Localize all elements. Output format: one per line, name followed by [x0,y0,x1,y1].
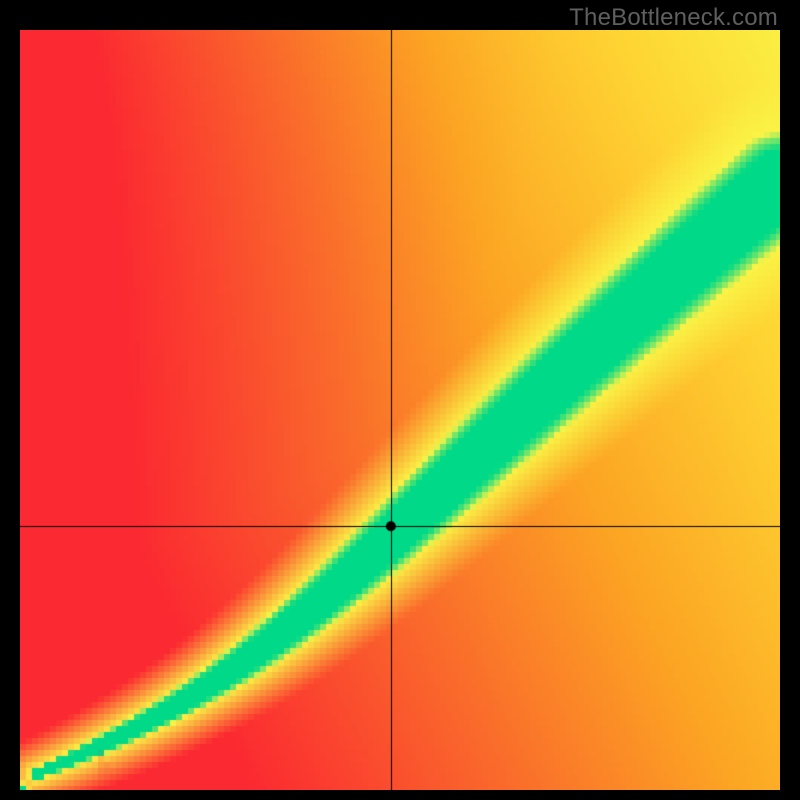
heatmap-canvas [20,30,780,790]
chart-container: TheBottleneck.com [0,0,800,800]
plot-frame [20,30,780,790]
watermark-text: TheBottleneck.com [569,4,778,32]
